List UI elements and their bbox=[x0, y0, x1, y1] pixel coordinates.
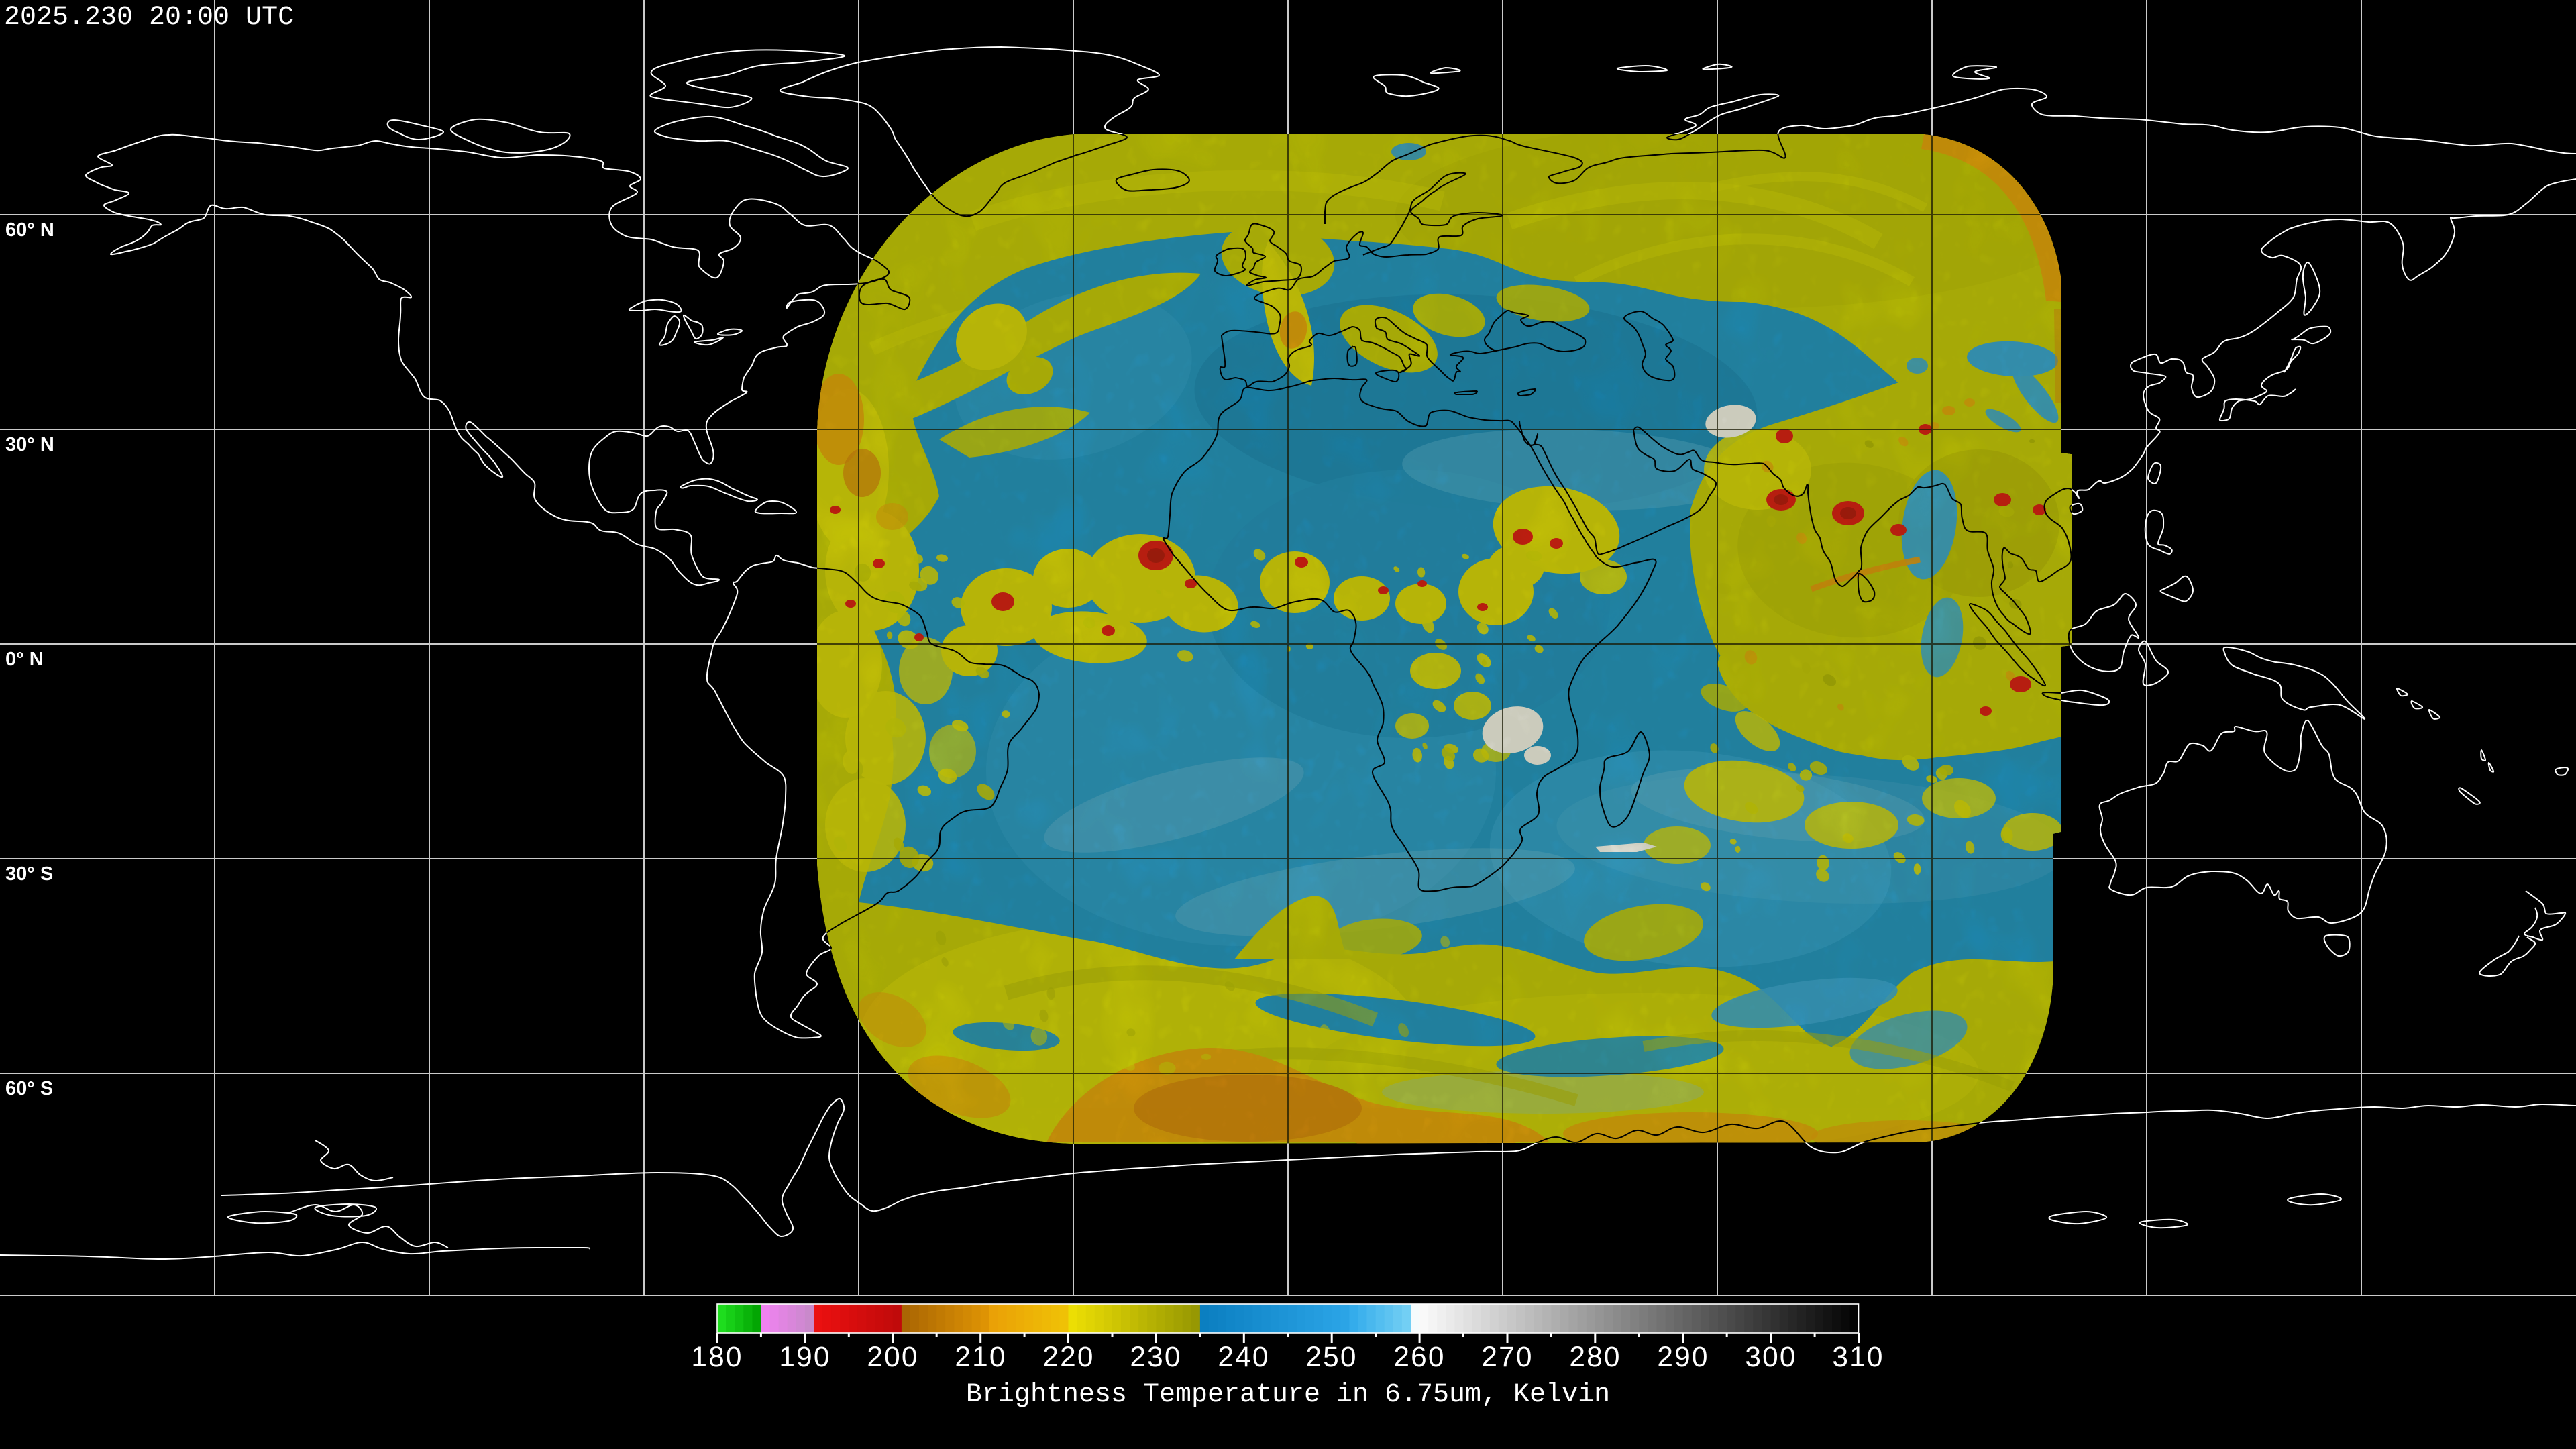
svg-text:270: 270 bbox=[1481, 1341, 1533, 1373]
svg-text:190: 190 bbox=[779, 1341, 830, 1373]
svg-text:30° N: 30° N bbox=[5, 434, 54, 455]
svg-text:200: 200 bbox=[867, 1341, 918, 1373]
svg-text:310: 310 bbox=[1832, 1341, 1884, 1373]
svg-text:240: 240 bbox=[1218, 1341, 1269, 1373]
svg-text:300: 300 bbox=[1745, 1341, 1796, 1373]
svg-text:60° N: 60° N bbox=[5, 219, 54, 241]
svg-text:210: 210 bbox=[955, 1341, 1006, 1373]
svg-text:180: 180 bbox=[691, 1341, 743, 1373]
svg-text:2025.230 20:00 UTC: 2025.230 20:00 UTC bbox=[4, 3, 294, 33]
svg-text:230: 230 bbox=[1130, 1341, 1181, 1373]
svg-text:260: 260 bbox=[1393, 1341, 1445, 1373]
svg-text:Brightness Temperature in 6.75: Brightness Temperature in 6.75um, Kelvin bbox=[966, 1380, 1610, 1410]
svg-text:280: 280 bbox=[1569, 1341, 1621, 1373]
svg-text:0° N: 0° N bbox=[5, 649, 44, 670]
svg-text:60° S: 60° S bbox=[5, 1078, 53, 1099]
svg-text:250: 250 bbox=[1305, 1341, 1357, 1373]
svg-text:220: 220 bbox=[1042, 1341, 1094, 1373]
svg-text:290: 290 bbox=[1657, 1341, 1709, 1373]
svg-text:30° S: 30° S bbox=[5, 863, 53, 885]
